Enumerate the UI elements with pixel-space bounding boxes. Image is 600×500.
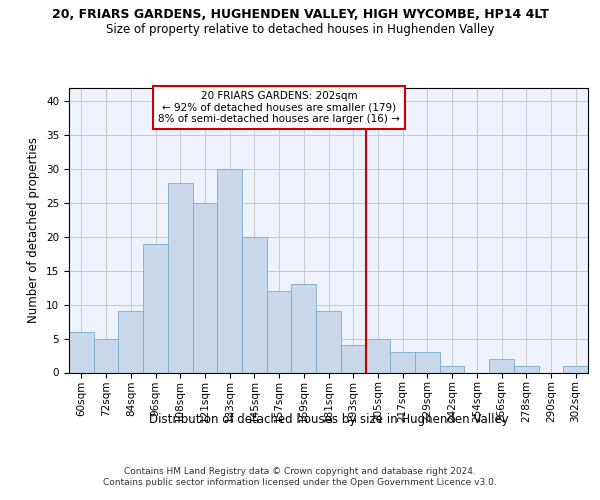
Bar [365, 338, 390, 372]
Bar [94, 338, 118, 372]
Bar [514, 366, 539, 372]
Bar [267, 291, 292, 372]
Bar [415, 352, 440, 372]
Bar [242, 237, 267, 372]
Bar [69, 332, 94, 372]
Text: 20 FRIARS GARDENS: 202sqm
← 92% of detached houses are smaller (179)
8% of semi-: 20 FRIARS GARDENS: 202sqm ← 92% of detac… [158, 91, 400, 124]
Bar [489, 359, 514, 372]
Bar [563, 366, 588, 372]
Text: Distribution of detached houses by size in Hughenden Valley: Distribution of detached houses by size … [149, 412, 509, 426]
Y-axis label: Number of detached properties: Number of detached properties [28, 137, 40, 323]
Bar [118, 312, 143, 372]
Text: Size of property relative to detached houses in Hughenden Valley: Size of property relative to detached ho… [106, 24, 494, 36]
Bar [390, 352, 415, 372]
Text: Contains HM Land Registry data © Crown copyright and database right 2024.
Contai: Contains HM Land Registry data © Crown c… [103, 468, 497, 487]
Bar [217, 169, 242, 372]
Bar [193, 203, 217, 372]
Bar [316, 312, 341, 372]
Text: 20, FRIARS GARDENS, HUGHENDEN VALLEY, HIGH WYCOMBE, HP14 4LT: 20, FRIARS GARDENS, HUGHENDEN VALLEY, HI… [52, 8, 548, 20]
Bar [440, 366, 464, 372]
Bar [168, 182, 193, 372]
Bar [341, 346, 365, 372]
Bar [292, 284, 316, 372]
Bar [143, 244, 168, 372]
